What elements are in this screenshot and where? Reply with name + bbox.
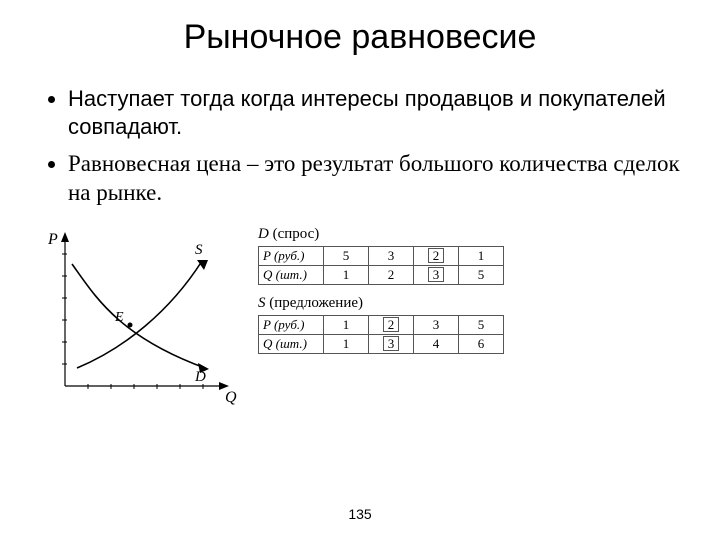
supply-symbol: S	[258, 295, 266, 311]
boxed-cell: 2	[428, 248, 445, 263]
boxed-cell: 2	[383, 317, 400, 332]
cell: 1	[324, 315, 369, 334]
demand-table-label: D (спрос)	[258, 226, 504, 243]
supply-table-block: S (предложение) P (руб.) 1 2 3 5 Q (шт.)…	[258, 295, 504, 354]
page-number: 135	[0, 506, 720, 522]
cell: 2	[369, 315, 414, 334]
cell: 1	[324, 265, 369, 284]
cell: 3	[369, 246, 414, 265]
boxed-cell: 3	[428, 267, 445, 282]
bullet-list: Наступает тогда когда интересы продавцов…	[44, 85, 680, 208]
demand-curve	[72, 264, 205, 368]
table-row: Q (шт.) 1 2 3 5	[259, 265, 504, 284]
cell: 2	[369, 265, 414, 284]
demand-table-block: D (спрос) P (руб.) 5 3 2 1 Q (шт.) 1 2	[258, 226, 504, 285]
cell: 3	[369, 334, 414, 353]
d-label: D	[194, 369, 206, 385]
cell: 3	[414, 315, 459, 334]
cell: 5	[459, 315, 504, 334]
cell: 2	[414, 246, 459, 265]
bullet-item: Наступает тогда когда интересы продавцов…	[68, 85, 680, 140]
slide-title: Рыночное равновесие	[40, 18, 680, 57]
bullet-item: Равновесная цена – это результат большог…	[68, 150, 680, 208]
content-row: P Q S D E D (спрос) P (руб.) 5 3 2	[40, 226, 680, 406]
supply-table-label: S (предложение)	[258, 295, 504, 312]
table-row: P (руб.) 5 3 2 1	[259, 246, 504, 265]
slide: Рыночное равновесие Наступает тогда когд…	[0, 0, 720, 540]
equilibrium-chart: P Q S D E	[40, 226, 240, 406]
tables-column: D (спрос) P (руб.) 5 3 2 1 Q (шт.) 1 2	[258, 226, 504, 364]
boxed-cell: 3	[383, 336, 400, 351]
row-header: Q (шт.)	[259, 265, 324, 284]
s-label: S	[195, 242, 203, 258]
demand-table: P (руб.) 5 3 2 1 Q (шт.) 1 2 3 5	[258, 246, 504, 285]
e-label: E	[114, 310, 124, 325]
cell: 6	[459, 334, 504, 353]
y-axis-arrow	[61, 232, 69, 242]
row-header: P (руб.)	[259, 315, 324, 334]
cell: 3	[414, 265, 459, 284]
supply-curve	[77, 261, 202, 368]
cell: 1	[324, 334, 369, 353]
table-row: Q (шт.) 1 3 4 6	[259, 334, 504, 353]
cell: 5	[459, 265, 504, 284]
demand-label-text: (спрос)	[273, 226, 320, 242]
cell: 5	[324, 246, 369, 265]
supply-label-text: (предложение)	[269, 295, 363, 311]
table-row: P (руб.) 1 2 3 5	[259, 315, 504, 334]
y-axis-label: P	[47, 231, 58, 248]
row-header: P (руб.)	[259, 246, 324, 265]
supply-table: P (руб.) 1 2 3 5 Q (шт.) 1 3 4 6	[258, 315, 504, 354]
cell: 4	[414, 334, 459, 353]
equilibrium-point	[128, 322, 133, 327]
x-axis-label: Q	[225, 389, 237, 406]
row-header: Q (шт.)	[259, 334, 324, 353]
demand-symbol: D	[258, 226, 269, 242]
cell: 1	[459, 246, 504, 265]
